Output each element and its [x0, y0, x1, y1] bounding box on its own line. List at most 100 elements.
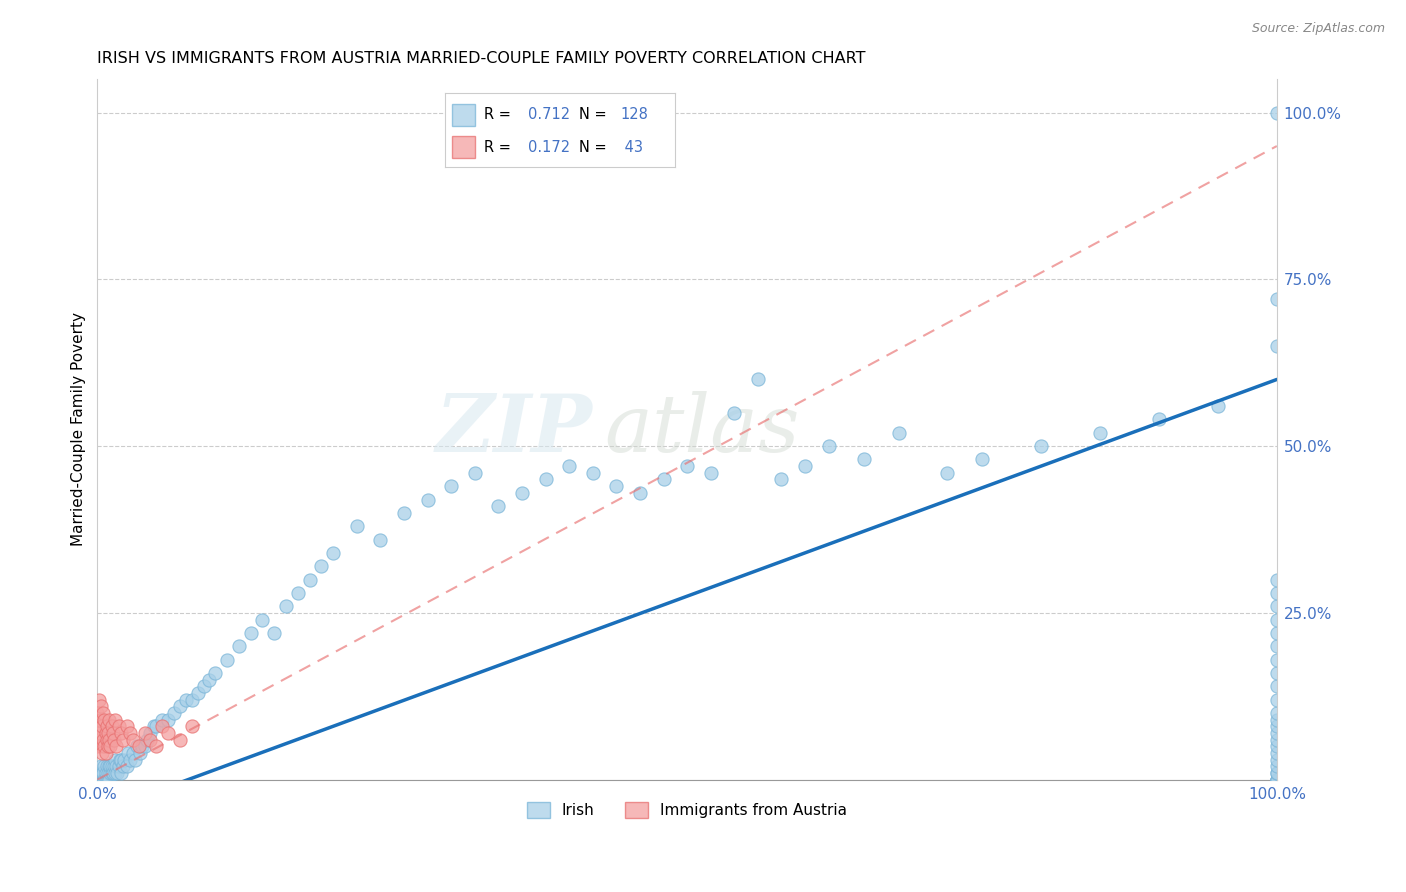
Point: [298, 573, 321, 587]
Legend: Irish, Immigrants from Austria: Irish, Immigrants from Austria: [520, 797, 853, 824]
Point: [93, 772, 115, 787]
Point: [1265, 772, 1288, 787]
Point: [198, 673, 221, 687]
Point: [145, 739, 167, 754]
Point: [228, 639, 250, 653]
Point: [89, 766, 111, 780]
Point: [97, 766, 120, 780]
Point: [104, 713, 127, 727]
Point: [131, 739, 153, 754]
Point: [510, 486, 533, 500]
Point: [163, 706, 186, 720]
Point: [98, 759, 121, 773]
Point: [86, 719, 108, 733]
Point: [120, 753, 142, 767]
Point: [96, 759, 118, 773]
Point: [150, 719, 173, 733]
Point: [98, 732, 121, 747]
Point: [103, 759, 125, 773]
Point: [1265, 613, 1288, 627]
Point: [169, 699, 191, 714]
Point: [91, 719, 114, 733]
Text: ZIP: ZIP: [436, 391, 593, 468]
Point: [935, 466, 957, 480]
Point: [87, 732, 110, 747]
Point: [440, 479, 463, 493]
Point: [1265, 759, 1288, 773]
Point: [392, 506, 415, 520]
Point: [723, 406, 745, 420]
Point: [676, 459, 699, 474]
Point: [747, 372, 769, 386]
Point: [134, 739, 156, 754]
Point: [217, 652, 239, 666]
Point: [1265, 739, 1288, 754]
Y-axis label: Married-Couple Family Poverty: Married-Couple Family Poverty: [72, 312, 86, 547]
Point: [204, 665, 226, 680]
Point: [98, 713, 121, 727]
Point: [107, 766, 129, 780]
Point: [1265, 692, 1288, 706]
Point: [1265, 772, 1288, 787]
Point: [98, 739, 121, 754]
Point: [486, 499, 509, 513]
Point: [91, 706, 114, 720]
Point: [98, 766, 121, 780]
Point: [652, 473, 675, 487]
Point: [98, 759, 121, 773]
Point: [110, 726, 132, 740]
Point: [287, 586, 309, 600]
Point: [1265, 726, 1288, 740]
Point: [110, 753, 132, 767]
Point: [90, 772, 112, 787]
Point: [770, 473, 793, 487]
Point: [174, 692, 197, 706]
Point: [96, 772, 118, 787]
Point: [143, 719, 166, 733]
Point: [121, 732, 143, 747]
Point: [87, 692, 110, 706]
Text: atlas: atlas: [605, 391, 800, 468]
Point: [1265, 772, 1288, 787]
Point: [115, 759, 138, 773]
Point: [1265, 706, 1288, 720]
Point: [1029, 439, 1052, 453]
Point: [121, 746, 143, 760]
Point: [274, 599, 297, 614]
Point: [105, 759, 128, 773]
Point: [87, 766, 110, 780]
Point: [263, 626, 285, 640]
Point: [135, 732, 157, 747]
Point: [311, 559, 333, 574]
Point: [1088, 425, 1111, 440]
Point: [1265, 293, 1288, 307]
Point: [128, 746, 150, 760]
Point: [97, 739, 120, 754]
Point: [1265, 766, 1288, 780]
Point: [90, 759, 112, 773]
Point: [97, 772, 120, 787]
Point: [115, 719, 138, 733]
Point: [889, 425, 911, 440]
Point: [134, 726, 156, 740]
Point: [534, 473, 557, 487]
Point: [101, 726, 124, 740]
Point: [464, 466, 486, 480]
Point: [416, 492, 439, 507]
Point: [1265, 753, 1288, 767]
Point: [94, 726, 117, 740]
Point: [145, 719, 167, 733]
Point: [90, 739, 112, 754]
Point: [91, 732, 114, 747]
Text: IRISH VS IMMIGRANTS FROM AUSTRIA MARRIED-COUPLE FAMILY POVERTY CORRELATION CHART: IRISH VS IMMIGRANTS FROM AUSTRIA MARRIED…: [97, 51, 866, 66]
Point: [1265, 105, 1288, 120]
Point: [100, 719, 122, 733]
Point: [93, 759, 115, 773]
Point: [169, 732, 191, 747]
Point: [96, 732, 118, 747]
Point: [98, 772, 121, 787]
Point: [100, 766, 122, 780]
Point: [97, 726, 120, 740]
Point: [817, 439, 839, 453]
Point: [1265, 766, 1288, 780]
